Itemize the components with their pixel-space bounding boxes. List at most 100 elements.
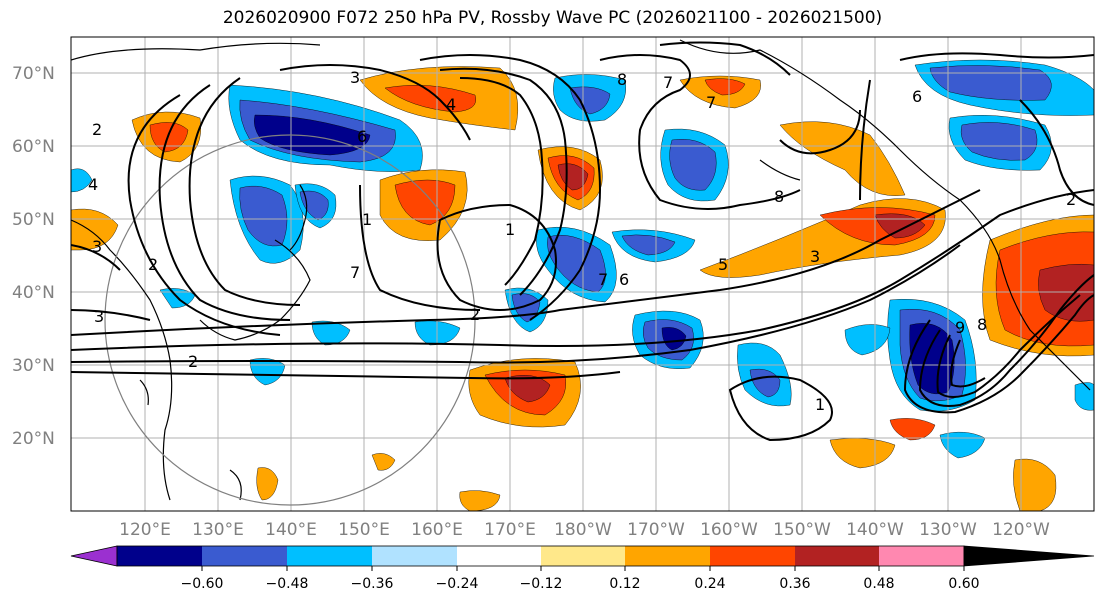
anomaly-negative (569, 86, 611, 115)
contour-label: 2 (148, 255, 158, 274)
contour-label: 3 (92, 237, 102, 256)
colorbar-segment (372, 546, 457, 566)
anomaly-positive (459, 490, 501, 511)
colorbar-tick-label: −0.48 (266, 576, 309, 592)
contour-label: 8 (617, 70, 627, 89)
lon-label: 170°W (627, 520, 685, 540)
anomaly-positive (1013, 458, 1057, 511)
longitude-labels: 120°E 130°E 140°E 150°E 160°E 170°E 180°… (119, 520, 1050, 540)
colorbar-segment (710, 546, 795, 566)
contour-label: 2 (470, 305, 480, 324)
lat-label: 50°N (12, 210, 55, 230)
contour-label: 6 (357, 127, 367, 146)
reference-circle (104, 134, 476, 506)
anomaly-negative (960, 122, 1038, 161)
colorbar-tick-label: −0.24 (436, 576, 479, 592)
lon-label: 130°W (919, 520, 977, 540)
contour-label: 3 (350, 68, 360, 87)
colorbar-tick-label: 0.24 (694, 576, 725, 592)
colorbar-segment (117, 546, 202, 566)
contour-label: 8 (977, 315, 987, 334)
lon-label: 180°W (554, 520, 612, 540)
lat-label: 20°N (12, 429, 55, 449)
lat-label: 60°N (12, 137, 55, 157)
colorbar-tick-label: 0.12 (609, 576, 640, 592)
contour-label: 6 (912, 87, 922, 106)
contour-label: 3 (810, 247, 820, 266)
colorbar-segment (202, 546, 287, 566)
anomaly-negative (299, 190, 329, 221)
contour-label: 7 (350, 263, 360, 282)
anomaly-positive (371, 453, 396, 471)
colorbar-segment (879, 546, 964, 566)
colorbar-tick-label: −0.36 (351, 576, 394, 592)
colorbar-max-extend (963, 545, 1095, 567)
contour-label: 1 (505, 220, 515, 239)
anomaly-negative (844, 324, 891, 356)
contour-label: 2 (188, 352, 198, 371)
contour-label: 1 (815, 395, 825, 414)
anomaly-negative (253, 114, 371, 156)
colorbar-tick-label: 0.36 (779, 576, 810, 592)
latitude-labels: 70°N 60°N 50°N 40°N 30°N 20°N (12, 64, 55, 449)
colorbar-segment (625, 546, 710, 566)
anomaly-negative (621, 234, 676, 256)
contour-labels: 3 4 8 7 7 6 7 2 4 3 2 3 2 1 1 2 7 6 5 3 … (88, 68, 1076, 414)
plot-title: 2026020900 F072 250 hPa PV, Rossby Wave … (222, 8, 883, 28)
lon-label: 170°E (484, 520, 536, 540)
lon-label: 130°E (192, 520, 244, 540)
colorbar-min-extend (70, 545, 118, 567)
colorbar-ticks (201, 566, 965, 571)
anomaly-positive (504, 375, 551, 403)
colorbar-segment (541, 546, 625, 566)
contour-label: 7 (706, 93, 716, 112)
lon-label: 160°W (700, 520, 758, 540)
contour-label: 9 (955, 318, 965, 337)
contour-label: 8 (774, 187, 784, 206)
colorbar-tick-label: −0.60 (181, 576, 224, 592)
pv-contours (71, 41, 1094, 442)
anomaly-negative (311, 320, 351, 346)
contour-label: 2 (92, 120, 102, 139)
colorbar-segment (287, 546, 372, 566)
lat-label: 30°N (12, 356, 55, 376)
anomaly-negative (939, 431, 986, 459)
anomaly-positive (779, 121, 906, 196)
lon-label: 160°E (411, 520, 463, 540)
anomaly-negative (71, 168, 93, 193)
coastlines (71, 39, 1091, 501)
colorbar-segment (795, 546, 879, 566)
anomaly-negative (669, 139, 717, 191)
colorbar-segment (457, 546, 541, 566)
colorbar-tick-label: 0.48 (863, 576, 894, 592)
colorbar: −0.60 −0.48 −0.36 −0.24 −0.12 0.12 0.24 … (70, 545, 1095, 592)
contour-label: 7 (663, 73, 673, 92)
anomaly-positive (704, 78, 746, 96)
lon-label: 140°E (265, 520, 317, 540)
pv-shading (71, 59, 1094, 511)
lon-label: 140°W (846, 520, 904, 540)
lat-label: 70°N (12, 64, 55, 84)
colorbar-tick-label: −0.12 (520, 576, 563, 592)
contour-label: 4 (446, 95, 456, 114)
contour-label: 4 (88, 175, 98, 194)
contour-label: 3 (94, 307, 104, 326)
anomaly-positive (889, 418, 936, 441)
lat-label: 40°N (12, 283, 55, 303)
plot-frame (70, 36, 1095, 512)
contour-label: 5 (718, 255, 728, 274)
lon-label: 120°W (992, 520, 1050, 540)
contour-label: 6 (619, 270, 629, 289)
anomaly-positive (384, 85, 476, 113)
anomaly-positive (256, 467, 279, 501)
lon-label: 150°W (773, 520, 831, 540)
anomaly-positive (874, 213, 926, 239)
contour-label: 2 (1066, 190, 1076, 209)
contour-label: 7 (598, 270, 608, 289)
contour-label: 1 (362, 210, 372, 229)
colorbar-tick-label: 0.60 (948, 576, 979, 592)
anomaly-positive (829, 438, 896, 469)
lon-label: 150°E (338, 520, 390, 540)
lon-label: 120°E (119, 520, 171, 540)
